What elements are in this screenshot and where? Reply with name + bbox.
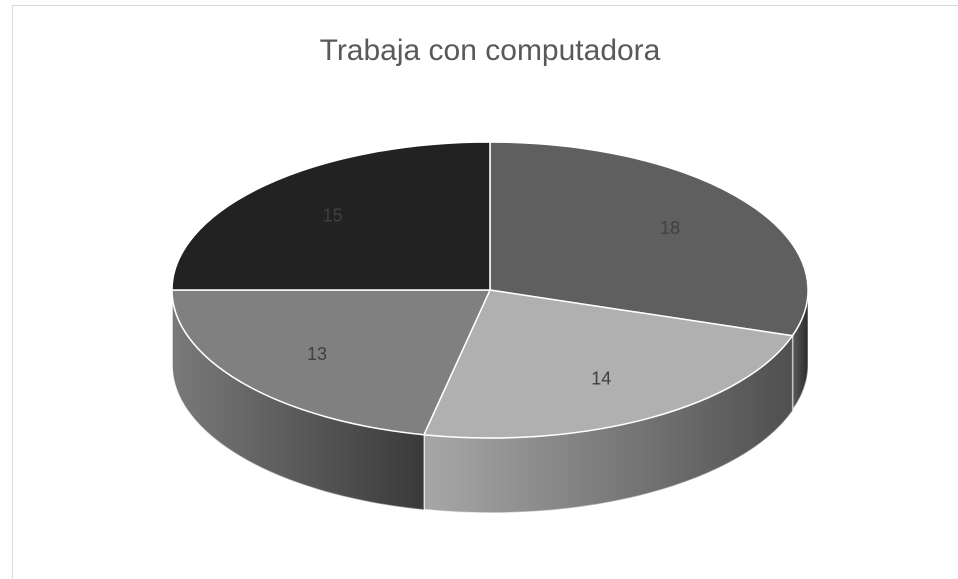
data-label: 18 xyxy=(660,218,680,238)
chart-title: Trabaja con computadora xyxy=(320,34,661,67)
pie-slice xyxy=(422,289,794,439)
data-label: 15 xyxy=(323,205,343,225)
data-label: 13 xyxy=(307,344,327,364)
pie-slice xyxy=(171,289,492,436)
pie-side-shade xyxy=(423,335,793,513)
pie-side-shade xyxy=(172,290,424,510)
data-label: 14 xyxy=(591,368,611,388)
pie-side-shade xyxy=(792,290,808,411)
pie-slice xyxy=(171,141,491,291)
pie-slice xyxy=(489,141,809,337)
